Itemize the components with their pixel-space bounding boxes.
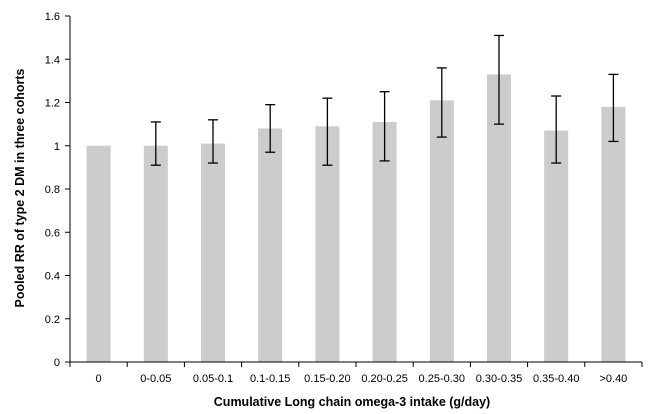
y-tick-label: 0.2 <box>45 314 60 326</box>
y-tick-label: 0.4 <box>45 271 60 283</box>
x-tick-label: 0.30-0.35 <box>476 373 522 385</box>
bars-group <box>86 74 626 363</box>
x-axis-title: Cumulative Long chain omega-3 intake (g/… <box>214 395 490 409</box>
bar <box>601 106 626 362</box>
bar <box>86 145 111 362</box>
x-tick-label: 0.25-0.30 <box>419 373 465 385</box>
x-tick-label: 0 <box>96 373 102 385</box>
y-tick-label: 1.4 <box>45 54 60 66</box>
y-ticks-group: 0 0.2 0.4 0.6 0.8 1 1.2 1.4 1.6 <box>45 11 70 369</box>
y-tick-label: 1 <box>54 141 60 153</box>
x-tick-label: 0-0.05 <box>140 373 171 385</box>
bar <box>143 145 168 362</box>
x-tick-label: >0.40 <box>599 373 627 385</box>
y-axis-title: Pooled RR of type 2 DM in three cohorts <box>13 69 27 308</box>
bar <box>372 121 397 363</box>
x-tick-label: 0.1-0.15 <box>250 373 290 385</box>
bar <box>258 128 283 362</box>
bar <box>429 100 454 363</box>
bar <box>201 143 225 362</box>
y-tick-label: 1.2 <box>45 98 60 110</box>
error-bars-group <box>150 34 619 166</box>
x-tick-label: 0.05-0.1 <box>193 373 233 385</box>
y-tick-label: 0.8 <box>45 184 60 196</box>
bar <box>544 130 569 362</box>
x-ticks-group: 0 0-0.05 0.05-0.1 0.1-0.15 0.15-0.20 0.20-0.2… <box>69 362 643 385</box>
x-tick-label: 0.20-0.25 <box>361 373 407 385</box>
y-tick-label: 1.6 <box>45 11 60 23</box>
y-tick-label: 0.6 <box>45 227 60 239</box>
x-tick-label: 0.15-0.20 <box>304 373 350 385</box>
y-tick-label: 0 <box>54 357 60 369</box>
x-tick-label: 0.35-0.40 <box>533 373 579 385</box>
